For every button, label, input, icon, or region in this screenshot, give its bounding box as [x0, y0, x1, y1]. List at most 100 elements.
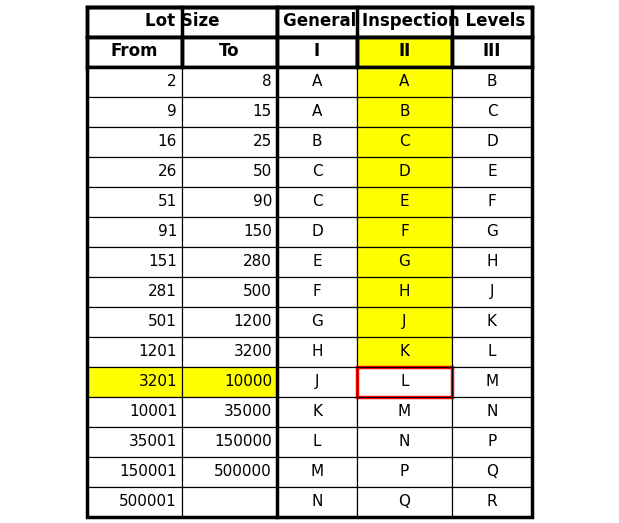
Bar	[87, 217, 182, 246]
Text: F: F	[400, 224, 409, 239]
Text: N: N	[487, 404, 498, 419]
Text: B: B	[312, 134, 322, 149]
Text: D: D	[486, 134, 498, 149]
Text: 150001: 150001	[119, 464, 177, 479]
Bar	[452, 187, 532, 217]
Text: B: B	[487, 74, 497, 89]
Text: E: E	[312, 254, 322, 269]
Text: Lot Size: Lot Size	[145, 13, 219, 30]
Text: I: I	[314, 42, 320, 61]
Text: C: C	[312, 164, 322, 179]
Bar	[182, 156, 277, 187]
Bar	[277, 66, 357, 97]
Text: A: A	[399, 74, 410, 89]
Text: P: P	[400, 464, 409, 479]
Text: J: J	[490, 284, 494, 299]
Text: N: N	[311, 494, 322, 509]
Bar	[452, 97, 532, 127]
Bar	[357, 187, 452, 217]
Bar	[357, 246, 452, 277]
Bar	[452, 217, 532, 246]
Bar	[182, 336, 277, 367]
Text: 281: 281	[148, 284, 177, 299]
Bar	[357, 367, 452, 396]
Bar	[277, 457, 357, 486]
Text: 35001: 35001	[129, 434, 177, 449]
Bar	[452, 277, 532, 306]
Text: M: M	[311, 464, 324, 479]
Bar	[357, 217, 452, 246]
Bar	[452, 306, 532, 336]
Text: 3200: 3200	[233, 344, 272, 359]
Text: J: J	[402, 314, 407, 329]
Text: 1200: 1200	[233, 314, 272, 329]
Bar	[452, 66, 532, 97]
Text: 50: 50	[253, 164, 272, 179]
Text: E: E	[400, 194, 409, 209]
Text: C: C	[312, 194, 322, 209]
Text: J: J	[314, 374, 319, 389]
Bar	[357, 486, 452, 517]
Text: P: P	[487, 434, 496, 449]
Text: General Inspection Levels: General Inspection Levels	[284, 13, 526, 30]
Text: 8: 8	[262, 74, 272, 89]
Bar	[182, 217, 277, 246]
Text: L: L	[400, 374, 409, 389]
Bar	[357, 367, 452, 396]
Bar	[277, 336, 357, 367]
Text: 51: 51	[158, 194, 177, 209]
Bar	[182, 277, 277, 306]
Bar	[182, 187, 277, 217]
Bar	[452, 127, 532, 156]
Bar	[87, 66, 182, 97]
Bar	[277, 156, 357, 187]
Text: 3201: 3201	[139, 374, 177, 389]
Bar	[87, 277, 182, 306]
Bar	[87, 127, 182, 156]
Text: 280: 280	[243, 254, 272, 269]
Bar	[277, 486, 357, 517]
Text: N: N	[399, 434, 410, 449]
Bar	[182, 457, 277, 486]
Text: 90: 90	[253, 194, 272, 209]
Text: K: K	[312, 404, 322, 419]
Text: II: II	[399, 42, 410, 61]
Bar	[182, 306, 277, 336]
Bar	[452, 37, 532, 66]
Text: E: E	[487, 164, 497, 179]
Bar	[277, 187, 357, 217]
Bar	[182, 37, 277, 66]
Bar	[357, 306, 452, 336]
Text: A: A	[312, 74, 322, 89]
Bar	[277, 396, 357, 426]
Bar	[87, 367, 182, 396]
Bar	[277, 246, 357, 277]
Bar	[452, 426, 532, 457]
Bar	[277, 127, 357, 156]
Bar	[452, 486, 532, 517]
Text: 10000: 10000	[224, 374, 272, 389]
Text: 26: 26	[158, 164, 177, 179]
Bar	[182, 127, 277, 156]
Text: 2: 2	[167, 74, 177, 89]
Bar	[87, 486, 182, 517]
Bar	[357, 37, 452, 66]
Text: 10001: 10001	[129, 404, 177, 419]
Bar	[182, 426, 277, 457]
Bar	[452, 246, 532, 277]
Text: 25: 25	[253, 134, 272, 149]
Bar	[87, 156, 182, 187]
Text: 150000: 150000	[214, 434, 272, 449]
Text: 501: 501	[148, 314, 177, 329]
Text: 150: 150	[243, 224, 272, 239]
Bar	[182, 66, 277, 97]
Bar	[87, 336, 182, 367]
Bar	[87, 97, 182, 127]
Text: 1201: 1201	[139, 344, 177, 359]
Bar	[357, 336, 452, 367]
Text: 16: 16	[158, 134, 177, 149]
Bar	[277, 277, 357, 306]
Bar	[277, 306, 357, 336]
Bar	[357, 396, 452, 426]
Text: 91: 91	[158, 224, 177, 239]
